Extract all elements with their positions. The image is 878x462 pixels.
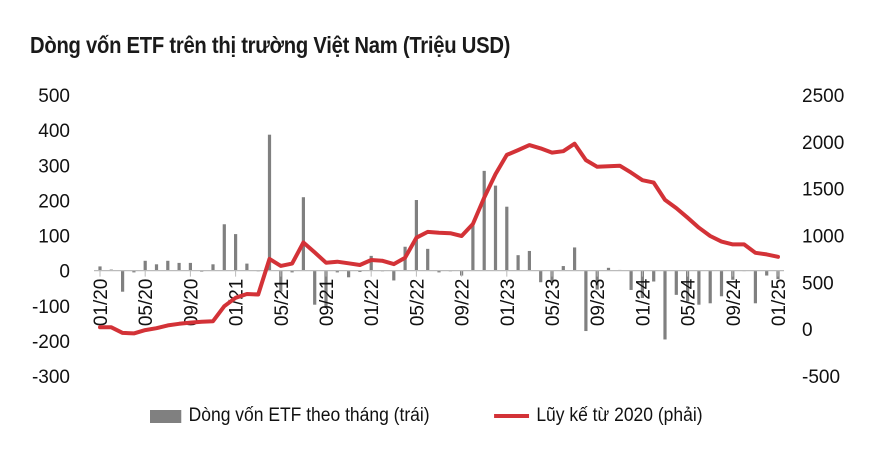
x-tick-label: 01/25 (769, 279, 790, 327)
bar-12/22 (493, 185, 498, 271)
bar-03/24 (663, 270, 667, 340)
right-tick-label: 0 (802, 320, 813, 341)
x-tick-label: 09/23 (588, 279, 609, 327)
bar-06/20 (154, 264, 159, 271)
left-tick-label: -100 (32, 297, 70, 318)
x-tick-label: 09/24 (724, 278, 745, 326)
bar-05/21 (279, 270, 283, 292)
bar-11/20 (211, 264, 215, 271)
bar-01/22 (369, 255, 373, 271)
x-tick-label: 01/22 (362, 279, 383, 327)
left-tick-label: 0 (59, 262, 70, 283)
bar-08/23 (584, 270, 588, 332)
right-tick-label: 2000 (802, 133, 844, 154)
legend-swatch-line (494, 414, 529, 418)
right-tick-label: -500 (802, 367, 840, 388)
left-tick-label: 500 (38, 86, 70, 107)
bar-09/21 (324, 270, 328, 308)
bar-12/20 (222, 224, 226, 271)
bar-03/22 (392, 270, 396, 281)
bar-07/20 (166, 260, 170, 271)
bar-02/24 (652, 270, 656, 282)
right-tick-label: 1000 (802, 227, 844, 248)
bar-05/22 (414, 200, 418, 271)
bar-02/21 (245, 263, 249, 271)
bar-12/23 (629, 270, 633, 290)
bar-12/21 (358, 270, 362, 273)
bar-01/23 (505, 206, 509, 271)
bar-06/23 (561, 266, 565, 271)
x-tick-label: 09/22 (453, 279, 474, 327)
right-tick-label: 1500 (802, 180, 844, 201)
x-tick-label: 01/23 (498, 279, 519, 327)
bar-01/20 (98, 266, 102, 271)
bar-07/24 (708, 270, 712, 304)
x-tick-label: 09/20 (181, 279, 202, 327)
bar-06/21 (290, 270, 294, 273)
bar-11/22 (482, 170, 486, 271)
legend-label-bar: Dòng vốn ETF theo tháng (trái) (188, 405, 430, 426)
bar-11/24 (753, 270, 757, 304)
right-tick-label: 500 (802, 273, 834, 294)
bar-09/23 (595, 270, 599, 290)
bar-08/21 (313, 270, 317, 305)
legend-swatch-bar (150, 409, 182, 423)
right-tick-label: 2500 (802, 86, 844, 107)
bar-06/24 (697, 270, 701, 305)
bar-10/21 (335, 270, 339, 273)
bar-01/21 (234, 234, 238, 271)
x-tick-label: 05/24 (679, 278, 700, 326)
left-tick-label: -300 (32, 367, 70, 388)
bar-03/20 (121, 270, 125, 292)
bar-10/22 (471, 225, 475, 271)
bar-01/24 (640, 270, 644, 299)
bar-04/24 (674, 270, 678, 295)
bar-07/21 (301, 197, 305, 271)
bar-03/23 (527, 250, 531, 271)
bar-10/23 (606, 267, 611, 271)
bar-02/23 (516, 255, 520, 271)
bar-12/24 (765, 270, 769, 276)
legend: Dòng vốn ETF theo tháng (trái) Lũy kế từ… (150, 405, 703, 427)
bar-07/22 (437, 270, 441, 273)
bar-04/20 (132, 270, 136, 273)
bar-08/20 (177, 262, 181, 271)
bar-04/23 (539, 270, 543, 283)
x-tick-label: 05/21 (272, 279, 293, 327)
legend-label-line: Lũy kế từ 2020 (phải) (536, 405, 703, 426)
left-tick-label: 300 (38, 156, 70, 177)
bar-09/20 (188, 262, 192, 271)
x-tick-label: 01/21 (227, 279, 248, 327)
bar-11/21 (347, 270, 351, 278)
left-tick-label: 200 (38, 191, 70, 212)
bar-04/21 (267, 134, 272, 271)
left-tick-label: -200 (32, 332, 70, 353)
x-tick-label: 05/20 (136, 279, 157, 327)
chart-title: Dòng vốn ETF trên thị trường Việt Nam (T… (30, 32, 511, 58)
bar-08/24 (719, 270, 724, 297)
bar-07/23 (573, 247, 577, 271)
bar-05/20 (143, 260, 147, 271)
x-tick-label: 05/23 (543, 279, 564, 327)
x-tick-label: 05/22 (407, 279, 428, 327)
left-tick-label: 100 (38, 227, 70, 248)
x-tick-label: 01/24 (633, 278, 654, 326)
bar-05/24 (686, 270, 690, 302)
cumulative-line (98, 141, 780, 336)
x-tick-label: 01/20 (91, 279, 112, 327)
bar-05/23 (550, 270, 554, 283)
bar-06/22 (426, 248, 430, 271)
x-tick-label: 09/21 (317, 279, 338, 327)
left-tick-label: 400 (38, 121, 70, 142)
